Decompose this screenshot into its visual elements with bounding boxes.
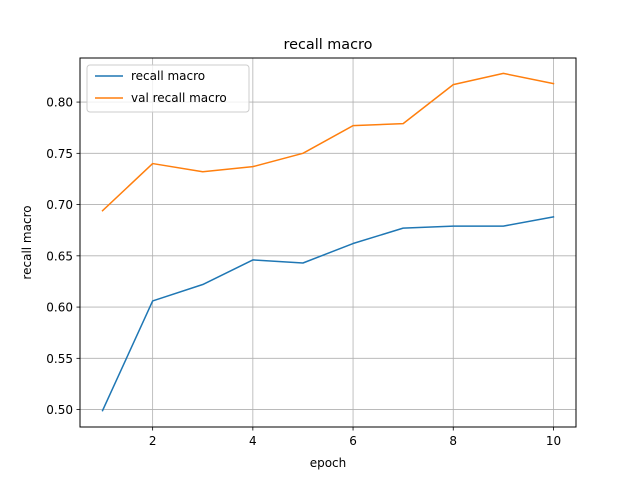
y-tick-label: 0.75 xyxy=(46,147,73,161)
y-tick-label: 0.80 xyxy=(46,96,73,110)
y-tick-label: 0.50 xyxy=(46,403,73,417)
legend-label-val-recall-macro: val recall macro xyxy=(131,91,227,105)
axis-ticks: 2 4 6 8 10 0.50 0.55 0.60 0.65 0.70 0.75 0.80 xyxy=(46,96,561,448)
x-tick-label: 4 xyxy=(249,434,257,448)
series-lines xyxy=(101,72,555,412)
y-tick-label: 0.70 xyxy=(46,198,73,212)
legend-box xyxy=(86,64,250,113)
legend-label-recall-macro: recall macro xyxy=(131,69,205,83)
grid-lines xyxy=(80,58,576,427)
y-axis-label: recall macro xyxy=(20,205,34,279)
plot-frame xyxy=(79,57,577,428)
x-tick-label: 10 xyxy=(546,434,561,448)
series-line-val-recall-macro xyxy=(101,72,555,212)
x-tick-label: 8 xyxy=(449,434,457,448)
x-tick-label: 2 xyxy=(149,434,157,448)
y-tick-label: 0.55 xyxy=(46,352,73,366)
y-tick-label: 0.65 xyxy=(46,249,73,263)
series-line-recall-macro xyxy=(101,216,555,412)
x-tick-label: 6 xyxy=(349,434,357,448)
x-axis-label: epoch xyxy=(310,456,347,470)
y-tick-label: 0.60 xyxy=(46,301,73,315)
legend: recall macro val recall macro xyxy=(86,64,250,113)
chart-title: recall macro xyxy=(284,37,373,53)
